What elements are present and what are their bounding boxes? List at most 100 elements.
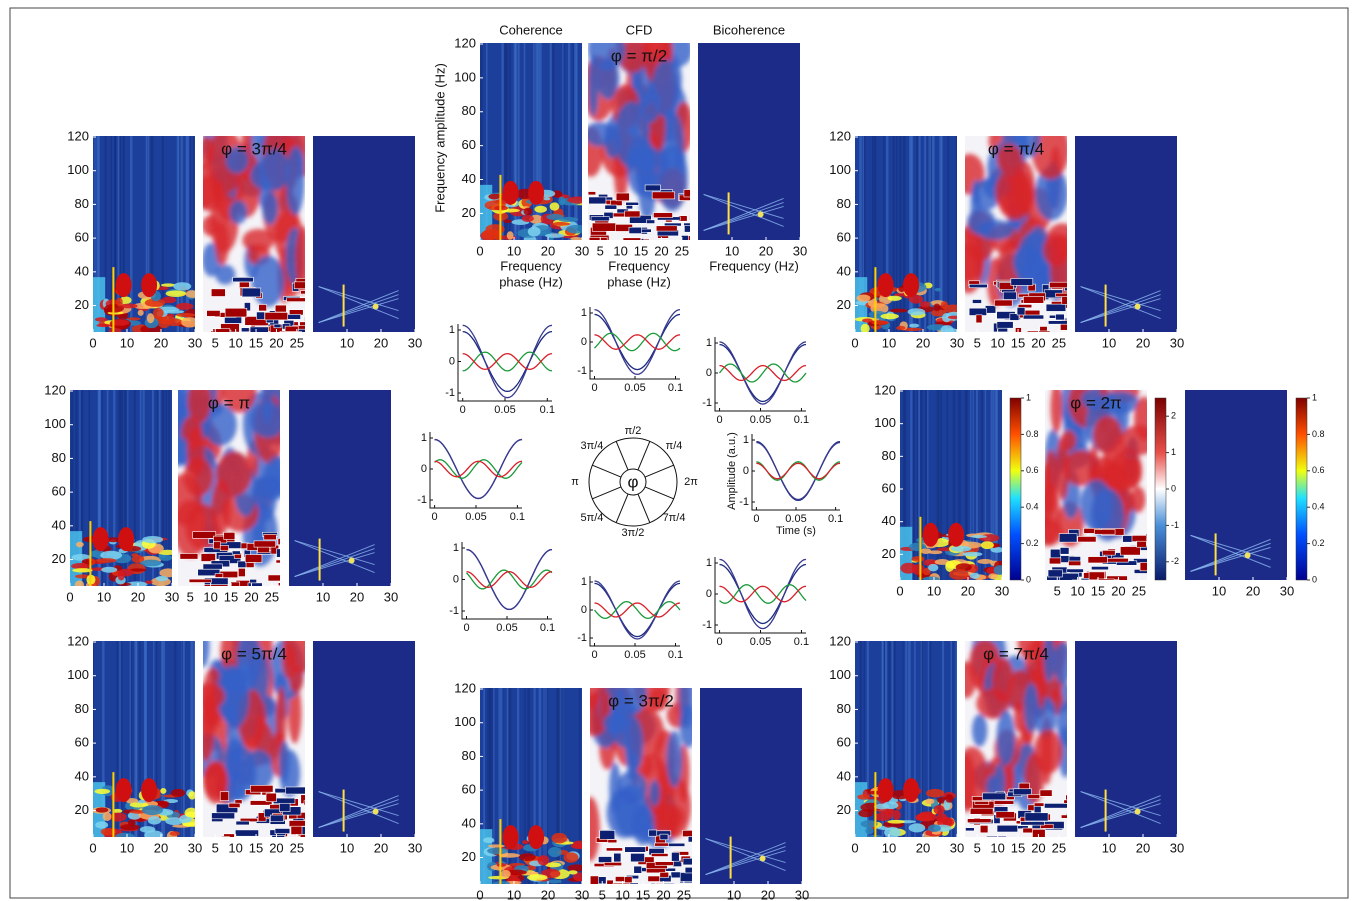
heatmap-texture — [224, 532, 235, 539]
colorbar-tick-label: 2 — [1171, 411, 1176, 421]
heatmap-texture — [265, 312, 288, 320]
wave-curve — [467, 572, 553, 588]
heatmap-texture — [250, 785, 273, 792]
x-axis-label: Frequency — [500, 258, 562, 273]
y-tick-label: 60 — [52, 484, 66, 499]
heatmap-texture — [116, 298, 123, 307]
heatmap-texture — [1028, 794, 1040, 798]
heatmap-texture — [250, 327, 268, 335]
y-tick-label: 120 — [874, 382, 896, 397]
heatmap-texture — [138, 800, 146, 804]
y-tick-label: 40 — [462, 815, 476, 830]
x-tick-label: 20 — [1246, 583, 1260, 598]
heatmap-texture — [889, 309, 907, 313]
y-tick-label: -1 — [577, 632, 587, 644]
heatmap-texture — [546, 214, 563, 220]
y-tick-label: -1 — [702, 619, 712, 631]
y-tick-label: 60 — [75, 735, 89, 750]
y-tick-label: -1 — [577, 365, 587, 377]
x-tick-label: 5 — [212, 840, 219, 855]
x-tick-label: 5 — [974, 335, 981, 350]
x-tick-label: 0.05 — [465, 511, 486, 523]
heatmap-texture — [925, 798, 934, 804]
heatmap-texture — [903, 136, 906, 332]
heatmap-texture — [261, 362, 272, 424]
heatmap-texture — [187, 136, 189, 332]
heatmap-texture — [550, 202, 560, 210]
phase-label: φ = 5π/4 — [221, 644, 287, 663]
y-tick-label: 1 — [706, 557, 712, 569]
heatmap-texture — [229, 803, 240, 807]
heatmap-texture — [893, 136, 895, 332]
heatmap-texture — [289, 821, 307, 827]
heatmap-texture — [666, 731, 682, 788]
y-tick-label: 20 — [882, 546, 896, 561]
heatmap-texture — [965, 828, 974, 831]
y-tick-label: 1 — [449, 324, 455, 336]
y-tick-label: 120 — [67, 128, 89, 143]
heatmap-texture — [660, 872, 669, 877]
heatmap-texture — [970, 808, 993, 814]
x-axis-label: Time (s) — [776, 525, 816, 537]
x-tick-label: 20 — [350, 589, 364, 604]
heatmap-texture — [202, 215, 220, 236]
x-tick-label: 20 — [1031, 335, 1045, 350]
heatmap-texture — [121, 641, 123, 837]
colorbar — [1296, 398, 1307, 580]
wave-curve — [595, 602, 681, 619]
heatmap-texture — [896, 136, 898, 332]
heatmap-texture — [655, 843, 669, 846]
x-tick-label: 15 — [224, 589, 238, 604]
wave-curve — [595, 333, 681, 350]
heatmap-texture — [186, 290, 199, 298]
y-tick-label: 100 — [454, 69, 476, 84]
heatmap — [1185, 390, 1287, 580]
y-tick-label: 60 — [75, 230, 89, 245]
heatmap-texture — [488, 194, 500, 200]
y-tick-label: 80 — [882, 448, 896, 463]
heatmap-texture — [141, 778, 157, 802]
heatmap-texture — [220, 792, 229, 801]
heatmap-texture — [903, 778, 919, 802]
x-tick-label: 10 — [120, 840, 134, 855]
y-tick-label: 0 — [706, 588, 712, 600]
heatmap-texture — [652, 192, 675, 199]
y-tick-label: 1 — [453, 542, 459, 554]
x-tick-label: 10 — [340, 335, 354, 350]
heatmap-texture — [159, 555, 172, 561]
x-tick-label: 30 — [408, 335, 422, 350]
x-tick-label: 10 — [120, 335, 134, 350]
heatmap-texture — [598, 857, 611, 863]
heatmap-texture — [118, 527, 134, 551]
heatmap-texture — [285, 326, 298, 331]
x-tick-label: 10 — [882, 840, 896, 855]
x-tick-label: 0 — [753, 513, 759, 525]
heatmap — [313, 136, 415, 332]
x-tick-label: 0 — [716, 636, 722, 648]
heatmap-texture — [883, 801, 899, 809]
y-tick-label: 100 — [874, 415, 896, 430]
x-tick-label: 25 — [1132, 583, 1146, 598]
heatmap-texture — [978, 220, 1014, 240]
heatmap-texture — [173, 282, 191, 290]
heatmap-texture — [1067, 295, 1076, 300]
heatmap-texture — [626, 205, 633, 208]
wave-curve — [720, 364, 807, 382]
y-tick-label: 20 — [837, 802, 851, 817]
y-tick-label: 1 — [421, 432, 427, 444]
heatmap-texture — [1059, 534, 1077, 543]
heatmap-texture — [480, 829, 492, 884]
heatmap-texture — [533, 43, 535, 240]
heatmap-texture — [566, 225, 587, 234]
heatmap-texture — [1023, 296, 1043, 303]
heatmap-texture — [948, 523, 964, 547]
heatmap-texture — [1056, 314, 1065, 320]
heatmap-texture — [948, 316, 961, 320]
heatmap-texture — [888, 296, 902, 301]
heatmap-texture — [266, 793, 276, 802]
heatmap-texture — [865, 827, 873, 835]
axis — [462, 542, 552, 619]
heatmap-texture — [286, 146, 305, 215]
heatmap-texture — [589, 197, 606, 204]
heatmap-texture — [256, 312, 264, 319]
